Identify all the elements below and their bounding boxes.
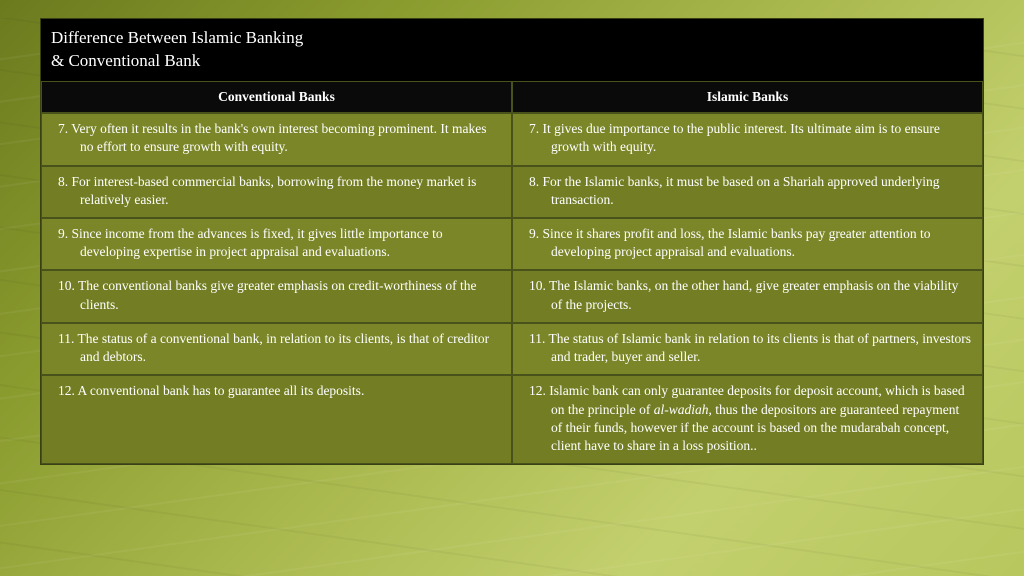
cell-islamic: 12. Islamic bank can only guarantee depo…	[512, 375, 983, 464]
table-row: 7. Very often it results in the bank's o…	[41, 113, 983, 165]
cell-islamic: 11. The status of Islamic bank in relati…	[512, 323, 983, 375]
cell-conventional: 8. For interest-based commercial banks, …	[41, 166, 512, 218]
cell-conventional: 10. The conventional banks give greater …	[41, 270, 512, 322]
cell-islamic: 10. The Islamic banks, on the other hand…	[512, 270, 983, 322]
table-title: Difference Between Islamic Banking& Conv…	[41, 19, 983, 81]
table-row: 12. A conventional bank has to guarantee…	[41, 375, 983, 464]
column-header-right: Islamic Banks	[512, 81, 983, 113]
cell-conventional: 7. Very often it results in the bank's o…	[41, 113, 512, 165]
cell-conventional: 12. A conventional bank has to guarantee…	[41, 375, 512, 464]
cell-conventional: 9. Since income from the advances is fix…	[41, 218, 512, 270]
table-row: 10. The conventional banks give greater …	[41, 270, 983, 322]
cell-conventional: 11. The status of a conventional bank, i…	[41, 323, 512, 375]
table-body: 7. Very often it results in the bank's o…	[41, 113, 983, 464]
table-header-row: Conventional Banks Islamic Banks	[41, 81, 983, 113]
cell-islamic: 8. For the Islamic banks, it must be bas…	[512, 166, 983, 218]
table-row: 9. Since income from the advances is fix…	[41, 218, 983, 270]
table-row: 11. The status of a conventional bank, i…	[41, 323, 983, 375]
comparison-table: Difference Between Islamic Banking& Conv…	[40, 18, 984, 465]
column-header-left: Conventional Banks	[41, 81, 512, 113]
cell-islamic: 7. It gives due importance to the public…	[512, 113, 983, 165]
cell-islamic: 9. Since it shares profit and loss, the …	[512, 218, 983, 270]
table-row: 8. For interest-based commercial banks, …	[41, 166, 983, 218]
